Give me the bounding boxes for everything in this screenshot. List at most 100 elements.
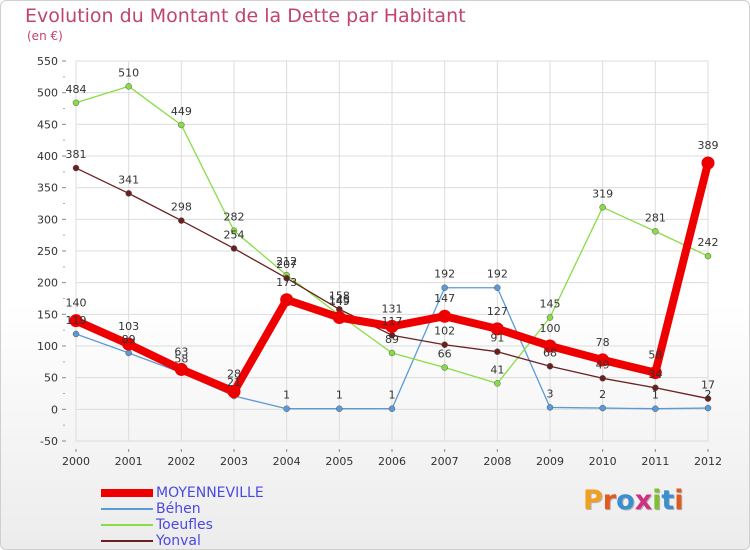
data-label: 1: [283, 389, 290, 402]
x-tick-label: 2002: [167, 455, 195, 468]
data-point: [125, 83, 132, 90]
data-point: [704, 404, 712, 412]
legend-swatch: [101, 489, 153, 497]
data-point: [438, 309, 452, 323]
data-label: 484: [66, 83, 87, 96]
y-tick-label: 50: [44, 372, 58, 385]
chart-subtitle: (en €): [27, 29, 63, 43]
x-tick-label: 2007: [431, 455, 459, 468]
data-point: [704, 252, 712, 260]
logo-letter: o: [616, 485, 635, 516]
data-label: 381: [66, 148, 87, 161]
logo-letter: i: [652, 485, 662, 516]
proxiti-logo: Proxiti: [583, 485, 693, 529]
data-label: 147: [434, 292, 455, 305]
data-point: [543, 339, 557, 353]
data-point: [546, 314, 554, 321]
data-point: [122, 337, 136, 351]
data-point: [69, 314, 83, 328]
data-label: 319: [592, 187, 613, 200]
x-tick-label: 2009: [536, 455, 564, 468]
data-point: [388, 349, 396, 357]
data-point: [490, 322, 504, 336]
data-label: 510: [118, 66, 139, 79]
legend-label: Toeufles: [156, 517, 213, 533]
chart-title: Evolution du Montant de la Dette par Hab…: [25, 5, 466, 27]
legend-swatch: [101, 508, 153, 510]
data-label: 341: [118, 173, 139, 186]
data-label: 89: [122, 333, 136, 346]
data-point: [332, 311, 346, 324]
data-label: 145: [329, 294, 350, 307]
data-point: [599, 404, 606, 412]
logo-letter: r: [602, 485, 617, 516]
data-label: 389: [698, 139, 719, 152]
legend-label: MOYENNEVILLE: [156, 485, 264, 501]
data-point: [441, 284, 448, 291]
data-label: 49: [596, 358, 610, 371]
data-point: [283, 405, 290, 412]
data-point: [178, 121, 185, 129]
data-label: 173: [276, 276, 297, 289]
data-point: [72, 99, 80, 107]
data-label: 119: [66, 314, 87, 327]
data-label: 1: [336, 389, 343, 402]
x-tick-label: 2001: [115, 455, 143, 468]
data-label: 3: [547, 387, 554, 400]
x-tick-label: 2003: [220, 455, 248, 468]
data-point: [652, 228, 659, 235]
data-point: [174, 362, 188, 376]
data-point: [336, 405, 343, 412]
data-label: 242: [698, 236, 719, 249]
data-point: [494, 380, 501, 387]
data-point: [704, 395, 712, 402]
grid-layer: [75, 60, 709, 442]
logo-letter: x: [634, 485, 653, 516]
data-label: 89: [385, 333, 399, 346]
data-point: [441, 341, 448, 348]
data-point: [125, 190, 132, 197]
x-tick-label: 2004: [273, 455, 301, 468]
data-point: [388, 405, 396, 412]
x-tick-label: 2000: [62, 455, 90, 468]
y-tick-label: 550: [37, 55, 58, 68]
data-label: 207: [276, 258, 297, 271]
data-point: [230, 227, 238, 234]
data-label: 100: [540, 322, 561, 335]
data-point: [546, 404, 554, 411]
data-label: 103: [118, 320, 139, 333]
data-label: 212: [276, 255, 297, 268]
data-label: 281: [645, 211, 666, 224]
logo-letter: i: [674, 485, 684, 516]
data-label: 192: [487, 268, 508, 281]
y-tick-label: 100: [37, 340, 58, 353]
data-label: 1: [652, 389, 659, 402]
legend-swatch: [101, 524, 153, 526]
data-point: [227, 385, 241, 399]
data-label: 17: [701, 379, 715, 392]
data-label: 117: [382, 315, 403, 328]
data-label: 58: [648, 349, 662, 362]
data-label: 63: [174, 345, 188, 358]
legend-swatch: [101, 540, 153, 542]
y-tick-label: 450: [37, 118, 58, 131]
y-tick-label: 400: [37, 150, 58, 163]
data-point: [72, 164, 80, 172]
data-point: [385, 319, 399, 333]
y-tick-label: 150: [37, 308, 58, 321]
data-label: 254: [224, 228, 245, 241]
data-point: [599, 204, 606, 211]
data-point: [652, 405, 659, 412]
data-label: 28: [227, 368, 241, 381]
data-label: 2: [705, 388, 712, 401]
data-point: [494, 284, 501, 291]
data-label: 131: [382, 302, 403, 315]
y-tick-label: 300: [37, 213, 58, 226]
data-label: 66: [438, 348, 452, 361]
data-label: 127: [487, 305, 508, 318]
y-tick-label: -50: [40, 435, 58, 448]
axis-layer: -50 0 50 100 150 200 250 300 350 400 450 500 550 2000…: [37, 55, 722, 468]
x-tick-label: 2006: [378, 455, 406, 468]
data-point: [652, 384, 659, 392]
